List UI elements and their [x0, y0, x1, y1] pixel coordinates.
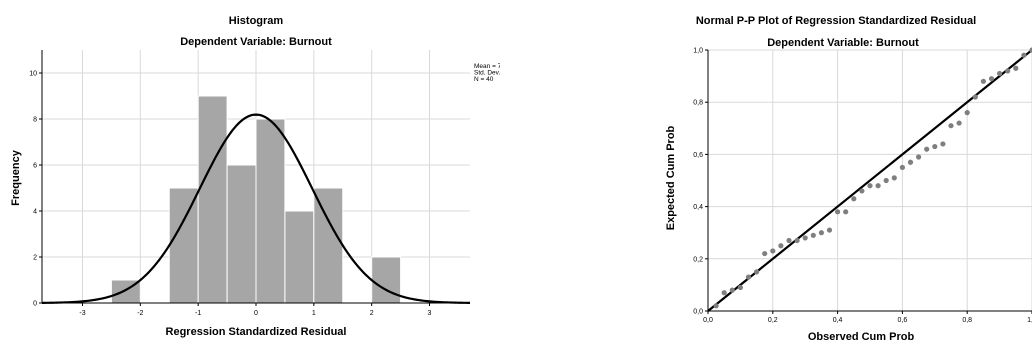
- pp-point: [762, 250, 768, 257]
- pp-point: [883, 177, 889, 184]
- histogram-bar: [168, 187, 199, 304]
- pp-plot-panel: Normal P-P Plot of Regression Standardiz…: [640, 0, 1032, 345]
- pp-plot-x-axis-label: Observed Cum Prob: [808, 331, 915, 343]
- y-tick-label: 1,0: [693, 48, 703, 55]
- pp-point: [1013, 65, 1019, 71]
- histogram-panel: Histogram Dependent Variable: Burnout -3…: [0, 0, 500, 345]
- pp-point: [867, 183, 873, 189]
- histogram-y-ticks: 0 2 4 6 8 10: [29, 71, 42, 308]
- pp-point: [859, 188, 865, 194]
- y-tick-label: 0,6: [693, 152, 703, 159]
- pp-point: [810, 232, 816, 238]
- histogram-bar: [197, 95, 228, 304]
- pp-point: [899, 164, 905, 171]
- pp-plot-y-axis-label: Expected Cum Prob: [665, 125, 677, 230]
- histogram-title: Histogram: [229, 15, 284, 27]
- pp-point: [835, 209, 841, 215]
- x-tick-label: 0,2: [768, 317, 778, 324]
- pp-point: [948, 123, 954, 129]
- stats-line: Std. Dev. = 0,974: [474, 70, 500, 77]
- histogram-stats-box: Mean = 7,95E-16Std. Dev. = 0,974N = 40: [474, 63, 500, 83]
- pp-point: [988, 76, 995, 82]
- y-tick-label: 6: [33, 163, 37, 170]
- y-tick-label: 4: [33, 209, 37, 216]
- pp-plot-axes: [707, 50, 1032, 312]
- pp-point: [778, 243, 784, 249]
- pp-point: [826, 227, 833, 233]
- pp-point: [1021, 52, 1027, 58]
- pp-point: [1005, 68, 1011, 74]
- pp-point: [729, 287, 735, 293]
- pp-point: [940, 141, 946, 147]
- pp-point: [802, 235, 808, 241]
- pp-point: [997, 70, 1003, 77]
- y-tick-label: 10: [29, 71, 37, 78]
- y-tick-label: 0,4: [693, 204, 703, 211]
- histogram-bar: [284, 210, 315, 304]
- histogram-bar: [371, 256, 402, 304]
- y-tick-label: 2: [33, 255, 37, 262]
- pp-point: [737, 284, 743, 291]
- pp-plot-title: Normal P-P Plot of Regression Standardiz…: [696, 15, 976, 27]
- pp-point: [794, 237, 800, 244]
- y-tick-label: 0,0: [693, 309, 703, 316]
- histogram-bar: [226, 164, 257, 304]
- pp-point: [713, 303, 719, 309]
- pp-point: [754, 269, 760, 275]
- pp-point: [924, 146, 930, 152]
- stats-line: Mean = 7,95E-16: [474, 63, 500, 70]
- pp-plot-chart: Normal P-P Plot of Regression Standardiz…: [665, 15, 1032, 343]
- x-tick-label: 0,6: [898, 317, 908, 324]
- pp-point: [851, 196, 857, 202]
- x-tick-label: 0,8: [962, 317, 972, 324]
- pp-point: [843, 209, 849, 215]
- histogram-y-axis-label: Frequency: [10, 149, 22, 206]
- pp-point: [1029, 47, 1032, 53]
- histogram-bar: [313, 187, 344, 304]
- pp-point: [907, 159, 914, 165]
- pp-point: [818, 230, 824, 236]
- pp-point: [972, 94, 978, 100]
- histogram-bar: [255, 118, 286, 304]
- x-tick-label: 0,0: [703, 317, 713, 324]
- y-tick-label: 0,2: [693, 256, 703, 263]
- pp-plot-points: [713, 47, 1032, 309]
- histogram-bars: [110, 95, 402, 304]
- y-tick-label: 8: [33, 117, 37, 124]
- x-tick-label: -2: [137, 310, 143, 317]
- histogram-subtitle: Dependent Variable: Burnout: [180, 36, 332, 48]
- pp-point: [980, 78, 986, 84]
- pp-point: [932, 143, 938, 150]
- pp-point: [891, 175, 897, 181]
- x-tick-label: 1,0: [1027, 317, 1032, 324]
- x-tick-label: -1: [195, 310, 201, 317]
- pp-point: [721, 290, 727, 296]
- x-tick-label: 0: [254, 310, 258, 317]
- x-tick-label: 1: [312, 310, 316, 317]
- reference-line: [707, 49, 1032, 312]
- histogram-chart: Histogram Dependent Variable: Burnout -3…: [10, 15, 500, 338]
- y-tick-label: 0: [33, 301, 37, 308]
- pp-plot-subtitle: Dependent Variable: Burnout: [767, 37, 919, 49]
- pp-plot-y-ticks: 0,0 0,2 0,4 0,6 0,8 1,0: [693, 48, 708, 316]
- pp-plot-x-ticks: 0,0 0,2 0,4 0,6 0,8 1,0: [703, 311, 1032, 324]
- pp-point: [786, 237, 792, 244]
- x-tick-label: 3: [428, 310, 432, 317]
- y-tick-label: 0,8: [693, 100, 703, 107]
- x-tick-label: 2: [370, 310, 374, 317]
- pp-point: [964, 110, 970, 116]
- stats-line: N = 40: [474, 76, 494, 83]
- histogram-x-axis-label: Regression Standardized Residual: [166, 326, 347, 338]
- x-tick-label: 0,4: [833, 317, 843, 324]
- pp-point: [875, 183, 881, 189]
- x-tick-label: -3: [79, 310, 85, 317]
- histogram-x-ticks: -3 -2 -1 0 1 2 3: [79, 303, 432, 317]
- normal-curve: [41, 113, 471, 304]
- pp-point: [916, 154, 922, 160]
- pp-point: [770, 248, 776, 254]
- pp-point: [745, 274, 752, 280]
- pp-point: [956, 120, 962, 126]
